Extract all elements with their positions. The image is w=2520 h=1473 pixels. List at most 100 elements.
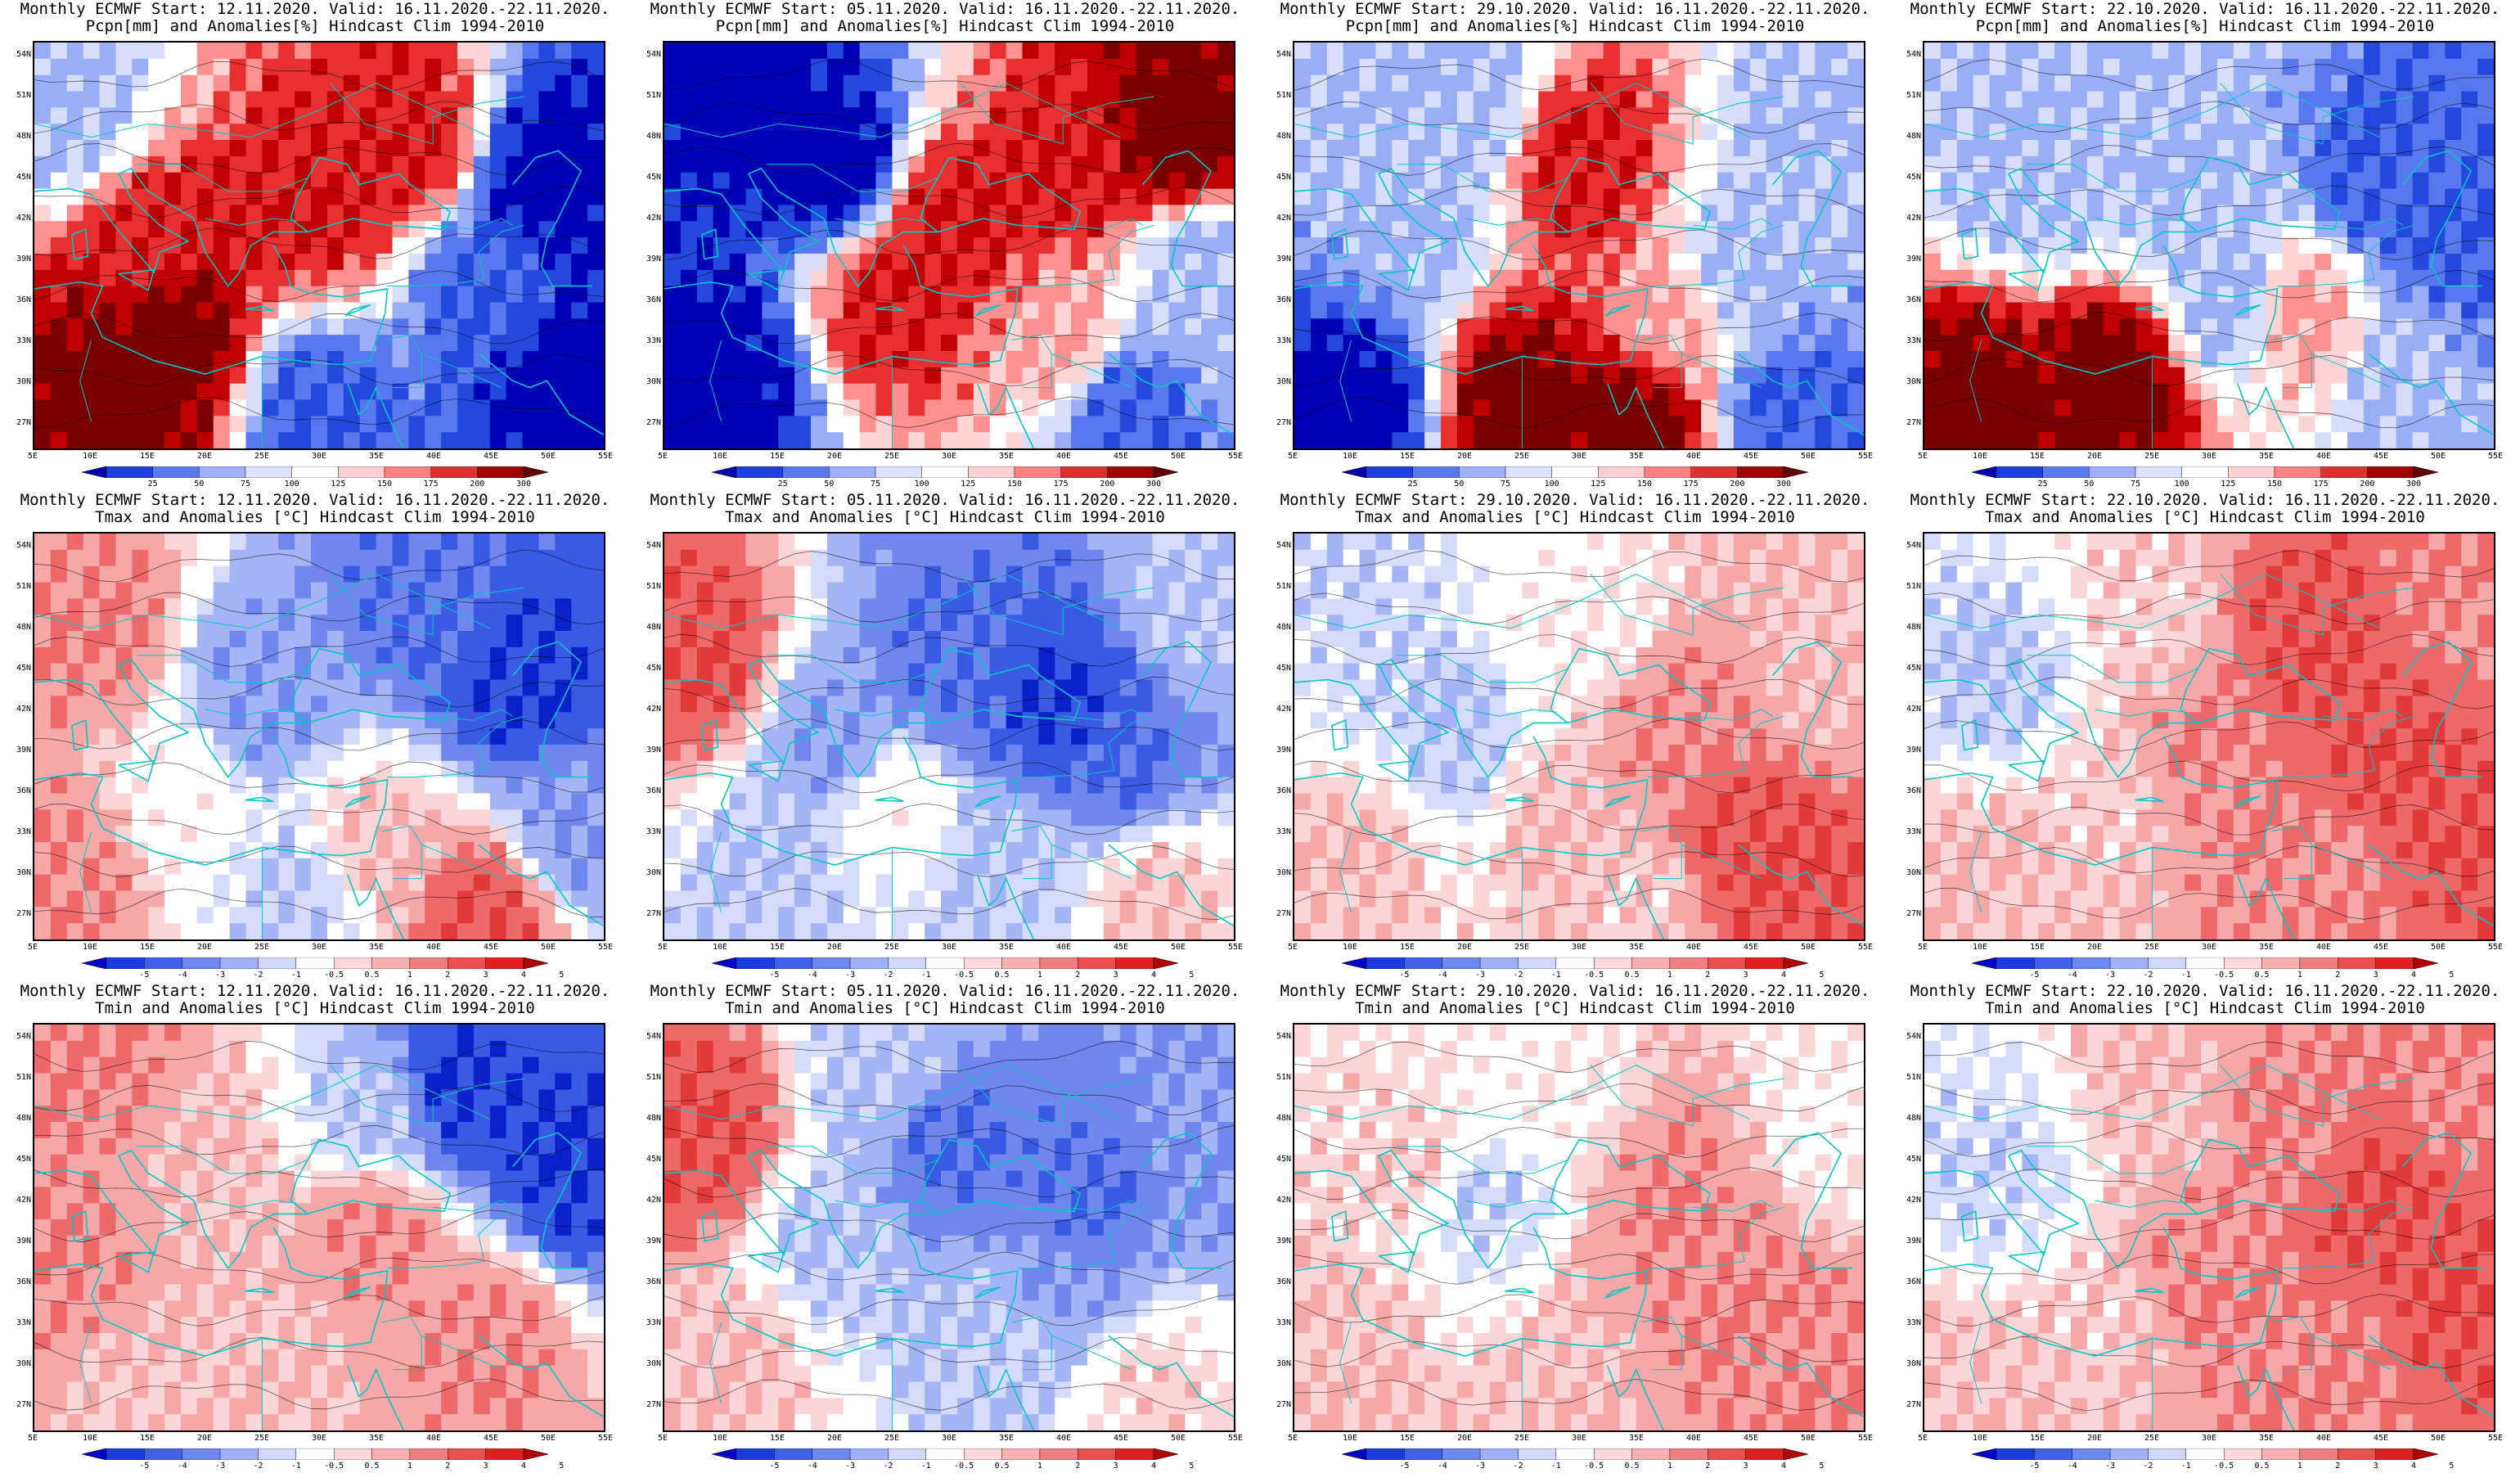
climatology-contour (1924, 269, 2494, 303)
anomaly-cell (1103, 565, 1121, 583)
anomaly-cell (1973, 172, 1991, 190)
anomaly-cell (66, 841, 84, 859)
anomaly-cell (2022, 140, 2039, 157)
anomaly-cell (1006, 74, 1023, 92)
anomaly-cell (810, 43, 828, 60)
anomaly-cell (941, 318, 958, 336)
anomaly-cell (2315, 286, 2332, 303)
anomaly-cell (762, 582, 779, 599)
anomaly-cell (295, 107, 312, 124)
anomaly-cell (115, 728, 133, 746)
anomaly-cell (376, 188, 393, 205)
anomaly-cell (262, 432, 279, 448)
anomaly-cell (1924, 91, 1942, 108)
anomaly-cell (2216, 286, 2234, 303)
anomaly-cell (164, 565, 182, 583)
anomaly-cell (229, 598, 247, 615)
anomaly-cell (295, 416, 312, 433)
climatology-contour (1294, 185, 1864, 216)
anomaly-cell (213, 383, 231, 400)
anomaly-cell (956, 269, 974, 287)
anomaly-cell (1201, 172, 1218, 190)
colorbar (712, 466, 1178, 478)
anomaly-cell (196, 74, 214, 92)
anomaly-cell (2282, 155, 2299, 173)
anomaly-cell (1619, 335, 1637, 352)
anomaly-cell (729, 598, 746, 615)
anomaly-cell (245, 760, 263, 778)
anomaly-cell (1815, 350, 1832, 368)
anomaly-cell (148, 286, 165, 303)
anomaly-cell (1201, 318, 1218, 336)
anomaly-cell (425, 793, 442, 810)
anomaly-cell (1136, 598, 1154, 615)
anomaly-cell (441, 744, 458, 762)
anomaly-cell (229, 728, 247, 746)
anomaly-cell (506, 237, 524, 255)
anomaly-cell (843, 188, 861, 205)
anomaly-cell (1956, 318, 1974, 336)
latitude-label: 48N (16, 131, 31, 141)
anomaly-cell (229, 302, 247, 319)
anomaly-cell (489, 383, 507, 400)
coastline (1378, 268, 1415, 291)
anomaly-cell (1185, 367, 1202, 385)
anomaly-cell (392, 302, 409, 319)
anomaly-cell (2266, 253, 2283, 271)
anomaly-cell (1538, 172, 1555, 190)
anomaly-cell (2054, 367, 2072, 385)
anomaly-cell (457, 565, 475, 583)
anomaly-cell (457, 534, 475, 551)
anomaly-cell (295, 646, 312, 664)
anomaly-cell (1473, 188, 1491, 205)
anomaly-cell (587, 172, 604, 190)
anomaly-cell (1798, 399, 1816, 417)
anomaly-cell (473, 318, 491, 336)
anomaly-cell (892, 631, 909, 648)
anomaly-cell (392, 399, 409, 417)
anomaly-cell (262, 712, 279, 729)
anomaly-cell (522, 124, 539, 141)
anomaly-cell (2168, 172, 2185, 190)
anomaly-cell (2331, 269, 2348, 287)
anomaly-cell (213, 221, 231, 238)
anomaly-cell (956, 302, 974, 319)
colorbar-swatch (219, 957, 259, 969)
anomaly-cell (2379, 367, 2397, 385)
anomaly-cell (1103, 155, 1121, 173)
anomaly-cell (1168, 598, 1186, 615)
anomaly-cell (1538, 140, 1555, 157)
anomaly-cell (1071, 335, 1088, 352)
anomaly-cell (892, 432, 909, 448)
anomaly-cell (1685, 383, 1702, 400)
anomaly-cell (262, 269, 279, 287)
country-border (1653, 354, 1682, 389)
anomaly-cell (810, 58, 828, 76)
anomaly-cell (278, 253, 295, 271)
anomaly-cell (2086, 43, 2104, 60)
anomaly-cell (262, 91, 279, 108)
anomaly-cell (2216, 74, 2234, 92)
anomaly-cell (1375, 43, 1393, 60)
anomaly-cell (115, 890, 133, 908)
anomaly-cell (1310, 399, 1328, 417)
anomaly-cell (408, 383, 425, 400)
anomaly-cell (66, 155, 84, 173)
anomaly-cell (1185, 253, 1202, 271)
anomaly-cell (457, 140, 475, 157)
anomaly-cell (441, 91, 458, 108)
anomaly-cell (941, 188, 958, 205)
anomaly-cell (2445, 43, 2462, 60)
anomaly-cell (973, 582, 991, 599)
anomaly-cell (262, 631, 279, 648)
colorbar-tick-label: 125 (1591, 480, 1606, 489)
anomaly-cell (1522, 172, 1539, 190)
anomaly-cell (213, 646, 231, 664)
anomaly-cell (148, 383, 165, 400)
anomaly-cell (794, 432, 812, 448)
anomaly-cell (538, 890, 556, 908)
anomaly-cell (132, 907, 149, 924)
anomaly-cell (1652, 91, 1669, 108)
anomaly-cell (2216, 43, 2234, 60)
anomaly-cell (2282, 43, 2299, 60)
